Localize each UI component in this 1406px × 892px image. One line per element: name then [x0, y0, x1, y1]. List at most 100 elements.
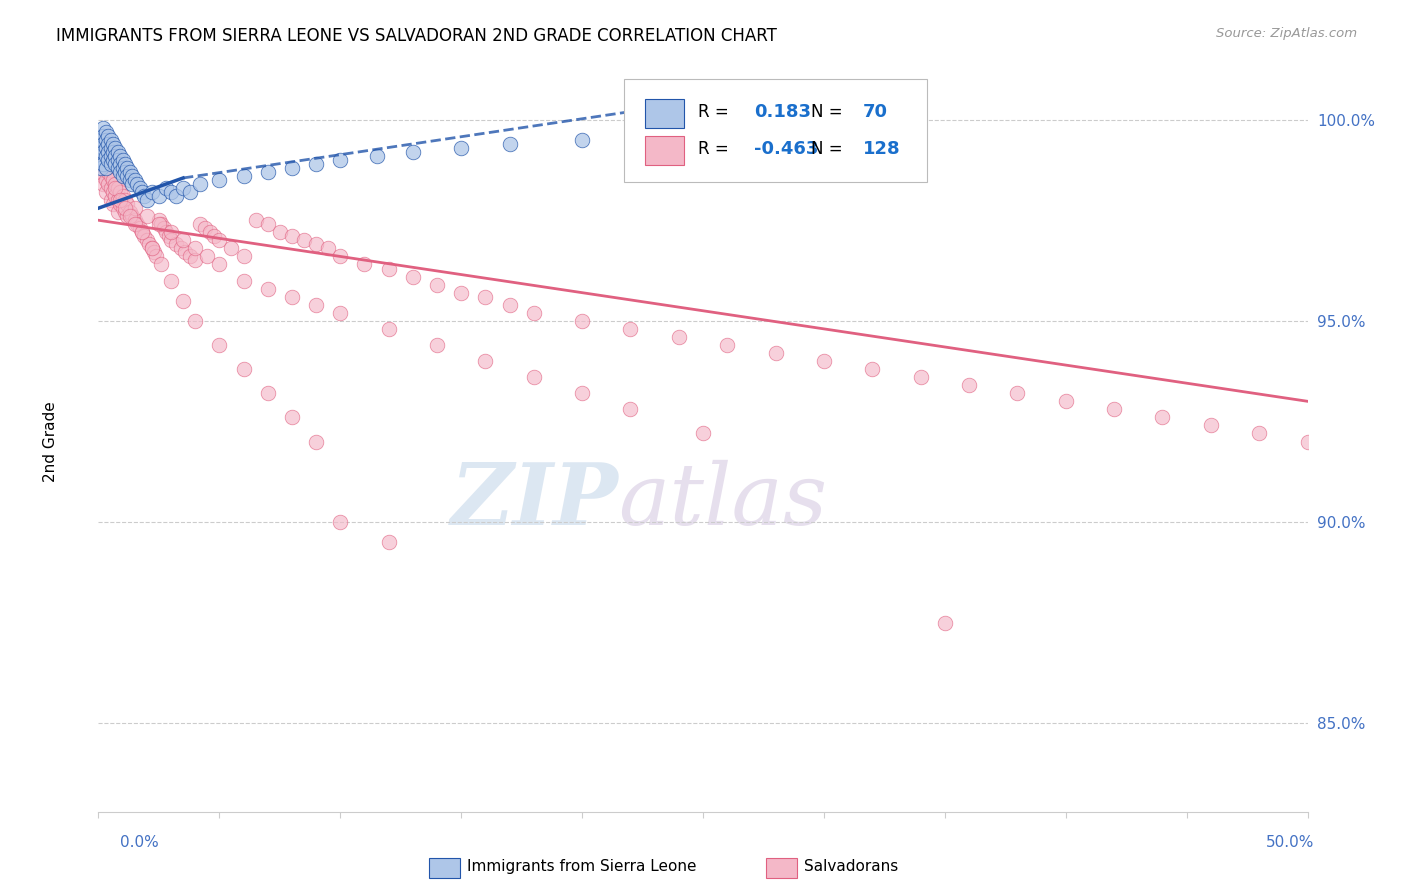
Point: [198, 225, 221, 239]
Point: [184, 253, 207, 268]
Point: [94, 161, 117, 175]
Point: [281, 161, 304, 175]
Point: [716, 338, 738, 352]
Point: [104, 149, 127, 163]
Point: [813, 354, 835, 368]
Point: [128, 181, 150, 195]
Point: [117, 169, 139, 183]
Point: [232, 274, 254, 288]
Point: [94, 133, 117, 147]
Point: [957, 378, 980, 392]
Point: [305, 237, 328, 252]
Point: [148, 189, 170, 203]
Point: [195, 249, 218, 263]
Point: [107, 205, 129, 219]
Point: [101, 173, 124, 187]
Point: [204, 229, 226, 244]
Point: [571, 133, 593, 147]
Point: [90, 133, 112, 147]
Point: [141, 241, 163, 255]
Point: [165, 189, 187, 203]
Point: [128, 221, 150, 235]
Point: [108, 149, 131, 163]
Point: [100, 133, 122, 147]
Point: [124, 173, 146, 187]
Text: 50.0%: 50.0%: [1267, 836, 1315, 850]
Point: [127, 217, 149, 231]
Point: [329, 249, 352, 263]
Point: [108, 193, 131, 207]
Point: [498, 298, 520, 312]
Point: [121, 177, 143, 191]
Point: [1007, 386, 1029, 401]
Text: -0.463: -0.463: [754, 140, 818, 158]
Point: [117, 209, 139, 223]
Point: [523, 306, 546, 320]
Point: [172, 293, 194, 308]
Point: [108, 197, 131, 211]
Point: [329, 515, 352, 529]
Point: [450, 141, 472, 155]
Point: [256, 165, 278, 179]
Point: [523, 370, 546, 384]
Point: [150, 258, 173, 272]
Text: R =: R =: [699, 103, 734, 121]
Point: [100, 193, 122, 207]
Point: [145, 249, 167, 263]
Point: [131, 225, 153, 239]
Point: [111, 169, 134, 183]
Point: [1249, 426, 1271, 441]
Text: N =: N =: [811, 140, 848, 158]
Point: [134, 229, 156, 244]
Point: [172, 181, 194, 195]
Point: [111, 161, 134, 175]
Point: [107, 193, 129, 207]
Point: [148, 217, 170, 231]
Point: [179, 249, 201, 263]
Point: [353, 258, 375, 272]
Point: [97, 177, 120, 191]
Point: [101, 145, 124, 159]
Point: [94, 173, 117, 187]
Point: [91, 157, 114, 171]
Point: [498, 136, 520, 151]
Point: [100, 157, 122, 171]
Point: [426, 338, 449, 352]
Point: [90, 161, 112, 175]
Point: [571, 314, 593, 328]
Point: [157, 229, 180, 244]
Point: [107, 161, 129, 175]
Point: [100, 141, 122, 155]
Point: [1296, 434, 1319, 449]
Point: [169, 241, 191, 255]
Point: [619, 402, 641, 417]
Point: [94, 141, 117, 155]
Point: [104, 141, 127, 155]
Point: [97, 145, 120, 159]
Text: atlas: atlas: [619, 459, 828, 542]
Point: [97, 165, 120, 179]
Point: [131, 225, 153, 239]
Point: [121, 169, 143, 183]
Point: [91, 120, 114, 135]
Point: [281, 410, 304, 425]
Point: [232, 362, 254, 376]
Point: [377, 322, 399, 336]
Point: [292, 233, 315, 247]
Point: [305, 298, 328, 312]
Point: [184, 314, 207, 328]
Point: [104, 177, 127, 191]
Point: [135, 193, 157, 207]
Point: [91, 136, 114, 151]
Point: [124, 201, 146, 215]
Point: [208, 233, 231, 247]
Point: [426, 277, 449, 292]
Point: [860, 362, 883, 376]
Point: [108, 165, 131, 179]
Point: [94, 185, 117, 199]
Point: [160, 225, 183, 239]
Point: [692, 426, 714, 441]
Point: [101, 185, 124, 199]
Point: [188, 177, 211, 191]
Point: [245, 213, 267, 227]
